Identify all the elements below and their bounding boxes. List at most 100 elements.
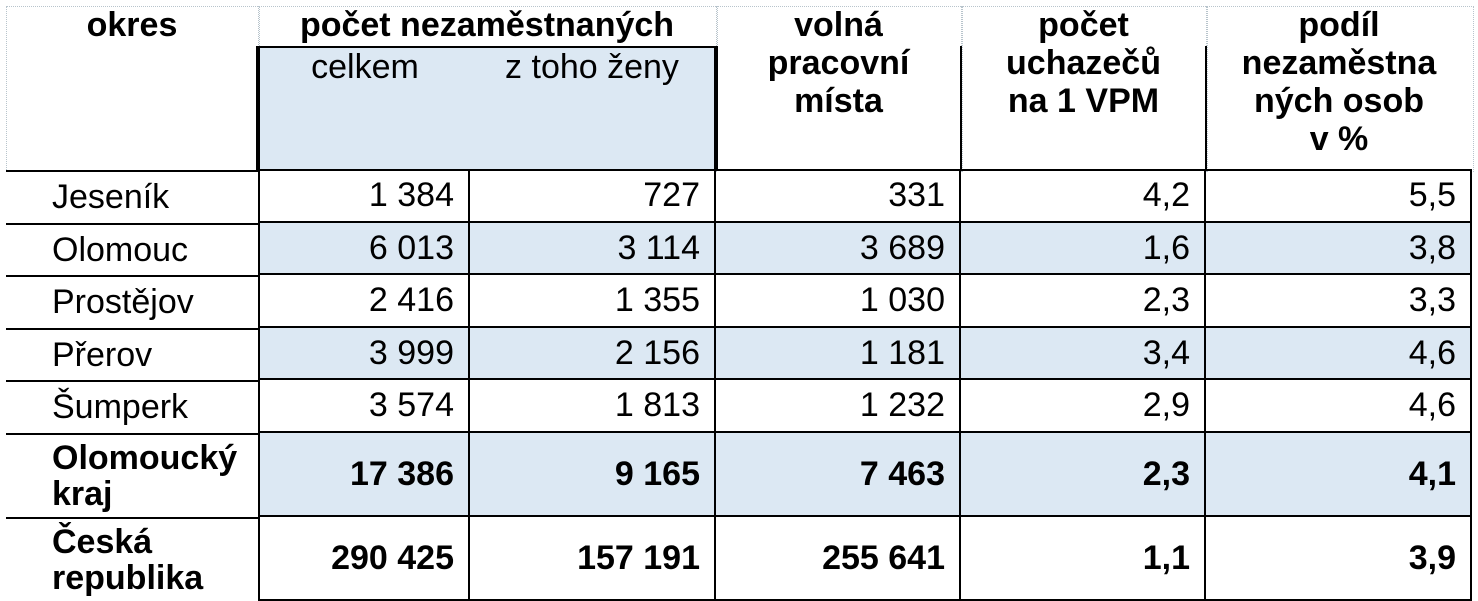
row-label-line: kraj xyxy=(52,474,113,513)
row-zeny: 3 114 xyxy=(470,222,716,275)
row-label: Přerov xyxy=(52,335,153,374)
header-volna-pracovni-mista: volná pracovní místa xyxy=(716,6,961,171)
row-vpm: 1 232 xyxy=(716,380,961,433)
column-divider xyxy=(716,46,718,170)
row-vpm: 1 181 xyxy=(716,327,961,380)
cell-value: 2 156 xyxy=(614,333,700,372)
cell-value: 1,1 xyxy=(1142,538,1190,577)
row-uchazeci: 2,3 xyxy=(961,432,1206,517)
cell-value: 3 574 xyxy=(368,386,454,425)
header-line: počet xyxy=(1038,6,1129,44)
row-okres: Česká republika xyxy=(6,516,258,601)
header-celkem: celkem xyxy=(258,46,472,170)
row-okres: Jeseník xyxy=(6,170,258,223)
row-podil: 4,6 xyxy=(1206,380,1472,433)
row-uchazeci: 2,9 xyxy=(961,380,1206,433)
row-label: Prostějov xyxy=(52,283,194,322)
row-zeny: 1 355 xyxy=(470,275,716,328)
row-zeny: 1 813 xyxy=(470,380,716,433)
cell-value: 2,3 xyxy=(1142,281,1190,320)
cell-value: 3 689 xyxy=(859,228,945,267)
cell-value: 2,9 xyxy=(1142,386,1190,425)
cell-value: 157 191 xyxy=(577,538,700,577)
row-uchazeci: 3,4 xyxy=(961,327,1206,380)
cell-value: 3 114 xyxy=(617,228,700,267)
row-okres: Olomoucký kraj xyxy=(6,432,258,517)
row-celkem: 3 574 xyxy=(258,380,470,433)
cell-value: 1 232 xyxy=(859,386,945,425)
row-celkem: 6 013 xyxy=(258,222,470,275)
header-line: místa xyxy=(794,82,883,120)
row-label-line: republika xyxy=(52,558,204,597)
cell-value: 255 641 xyxy=(822,538,945,577)
cell-value: 3 999 xyxy=(368,333,454,372)
header-line: pracovní xyxy=(767,44,910,82)
cell-value: 727 xyxy=(643,176,700,215)
cell-value: 3,3 xyxy=(1408,281,1456,320)
row-celkem: 2 416 xyxy=(258,275,470,328)
row-celkem: 1 384 xyxy=(258,170,470,223)
row-celkem: 17 386 xyxy=(258,432,470,517)
row-okres: Přerov xyxy=(6,327,258,381)
cell-value: 1 813 xyxy=(614,386,700,425)
row-okres: Šumperk xyxy=(6,380,258,433)
header-pocet-nezamestnanych: počet nezaměstnaných xyxy=(299,6,675,44)
row-okres: Prostějov xyxy=(6,275,258,328)
row-vpm: 1 030 xyxy=(716,275,961,328)
cell-value: 1,6 xyxy=(1142,228,1190,267)
row-label-line: Česká xyxy=(52,522,153,561)
row-zeny: 157 191 xyxy=(470,516,716,601)
header-z-toho-zeny: z toho ženy xyxy=(470,46,716,170)
header-line: uchazečů xyxy=(1006,44,1161,82)
row-okres: Olomouc xyxy=(6,222,258,276)
row-vpm: 3 689 xyxy=(716,222,961,275)
cell-value: 3,4 xyxy=(1142,333,1190,372)
row-uchazeci: 1,6 xyxy=(961,222,1206,275)
row-uchazeci: 4,2 xyxy=(961,170,1206,223)
cell-value: 7 463 xyxy=(859,454,945,493)
row-zeny: 727 xyxy=(470,170,716,223)
header-okres: okres xyxy=(86,6,178,44)
header-line: v % xyxy=(1309,120,1369,158)
row-label: Olomouc xyxy=(52,230,189,269)
cell-value: 2,3 xyxy=(1142,454,1190,493)
header-podil: podíl nezaměstna ných osob v % xyxy=(1206,6,1472,171)
header-pocet-uchazecu: počet uchazečů na 1 VPM xyxy=(961,6,1206,171)
row-celkem: 3 999 xyxy=(258,327,470,380)
header-line: podíl xyxy=(1298,6,1380,44)
row-uchazeci: 1,1 xyxy=(961,516,1206,601)
cell-value: 6 013 xyxy=(368,228,454,267)
column-divider xyxy=(1205,46,1207,170)
row-podil: 5,5 xyxy=(1206,170,1472,223)
cell-value: 4,6 xyxy=(1408,386,1456,425)
cell-value: 1 355 xyxy=(614,281,700,320)
cell-value: 1 030 xyxy=(859,281,945,320)
cell-value: 290 425 xyxy=(331,538,454,577)
row-podil: 3,8 xyxy=(1206,222,1472,275)
row-podil: 4,1 xyxy=(1206,432,1472,517)
row-zeny: 9 165 xyxy=(470,432,716,517)
header-line: volná xyxy=(794,6,883,44)
row-podil: 3,9 xyxy=(1206,516,1472,601)
column-divider xyxy=(960,46,962,170)
cell-value: 4,1 xyxy=(1408,454,1456,493)
row-podil: 3,3 xyxy=(1206,275,1472,328)
row-podil: 4,6 xyxy=(1206,327,1472,380)
row-label-line: Olomoucký xyxy=(52,438,238,477)
row-vpm: 331 xyxy=(716,170,961,223)
cell-value: 1 384 xyxy=(368,176,454,215)
row-vpm: 255 641 xyxy=(716,516,961,601)
header-line: nezaměstna xyxy=(1241,44,1437,82)
column-divider xyxy=(256,46,258,170)
header-line: na 1 VPM xyxy=(1007,82,1160,120)
cell-value: 3,9 xyxy=(1408,538,1456,577)
cell-value: 2 416 xyxy=(368,281,454,320)
row-celkem: 290 425 xyxy=(258,516,470,601)
cell-value: 17 386 xyxy=(350,454,454,493)
row-vpm: 7 463 xyxy=(716,432,961,517)
cell-value: 331 xyxy=(888,176,945,215)
cell-value: 1 181 xyxy=(859,333,945,372)
cell-value: 3,8 xyxy=(1408,228,1456,267)
cell-value: 4,6 xyxy=(1408,333,1456,372)
